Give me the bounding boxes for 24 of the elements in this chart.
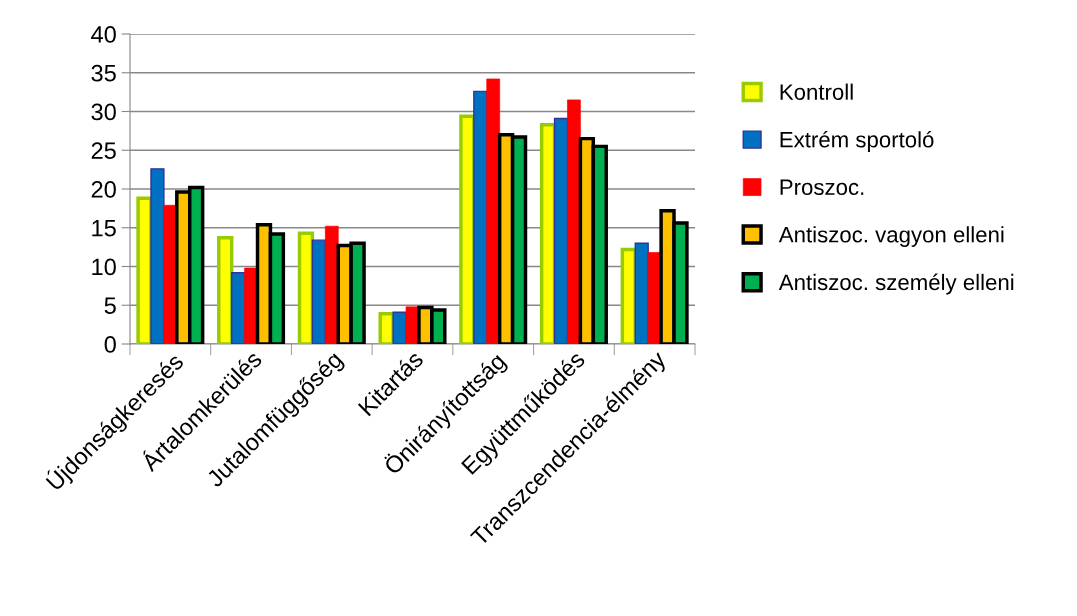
bar: [473, 90, 488, 344]
y-tick-label: 15: [92, 220, 116, 237]
legend-label: Antiszoc. személy elleni: [778, 273, 1014, 295]
legend-label: Kontroll: [780, 83, 853, 100]
bar: [634, 242, 649, 344]
y-tick-label: 20: [91, 181, 116, 198]
bar: [392, 311, 407, 344]
bar: [231, 272, 246, 344]
bar: [486, 78, 501, 344]
bar: [553, 117, 569, 344]
y-tick-label: 0: [104, 336, 116, 353]
legend-label: Extrém sportoló: [780, 130, 934, 152]
bar: [324, 225, 339, 344]
y-tick-label: 25: [91, 142, 116, 160]
y-tick-label: 35: [91, 64, 116, 82]
y-tick-label: 10: [92, 258, 116, 276]
bar: [150, 168, 165, 344]
y-tick-label: 40: [91, 26, 116, 43]
bar: [567, 99, 581, 344]
bar: [311, 239, 327, 344]
legend-label: Proszoc.: [780, 179, 864, 196]
y-tick-label: 5: [104, 297, 116, 315]
legend-label: Antiszoc. vagyon elleni: [778, 226, 1004, 247]
y-tick-label: 30: [91, 103, 116, 121]
